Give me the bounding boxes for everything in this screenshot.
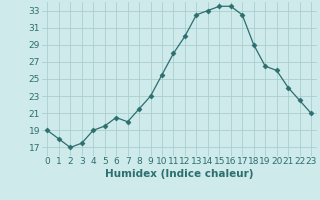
X-axis label: Humidex (Indice chaleur): Humidex (Indice chaleur)	[105, 169, 253, 179]
